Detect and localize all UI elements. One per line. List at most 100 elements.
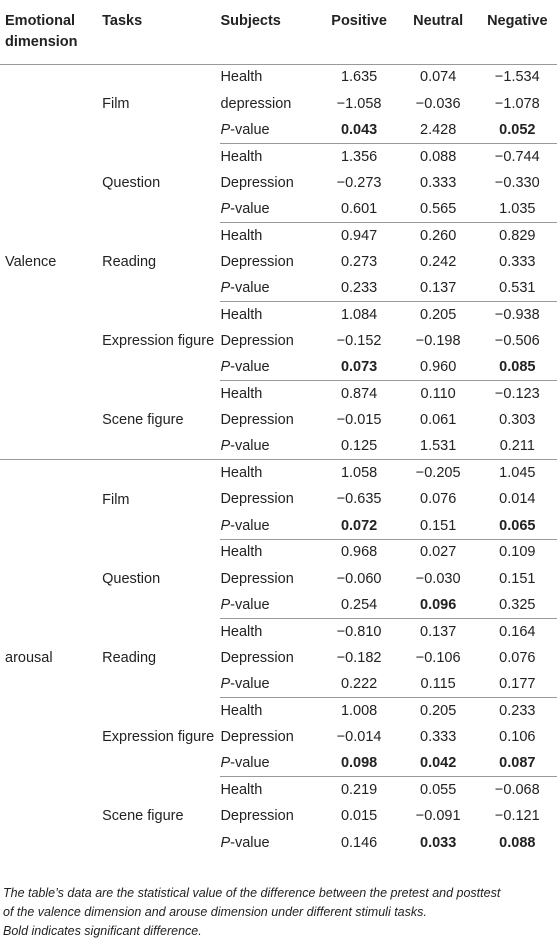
value-cell-pos: −1.058 — [336, 95, 382, 112]
value-cell-neu: 0.205 — [398, 301, 478, 328]
subject-cell: Depression — [220, 174, 294, 191]
table-row: Question Health 1.356 0.088 −0.744 — [0, 142, 557, 191]
subject-cell: Health — [220, 617, 320, 645]
value-cell-neg: 0.233 — [477, 696, 557, 724]
footnote-line: of the valence dimension and arouse dime… — [3, 905, 427, 919]
subject-cell: Health — [220, 63, 320, 91]
subject-cell: P-value — [220, 834, 270, 851]
task-cell: Question — [102, 174, 161, 191]
value-cell-pos: 0.874 — [319, 380, 399, 408]
value-cell-pos: 0.233 — [340, 280, 378, 297]
value-cell-pos: 0.125 — [340, 438, 378, 455]
table-footnote: The table’s data are the statistical val… — [3, 884, 555, 941]
subject-cell: P-value — [220, 596, 270, 613]
subject-cell: Health — [220, 459, 320, 487]
table-row: Scene figure Health 0.874 0.110 −0.123 — [0, 380, 557, 428]
value-cell-neg: 0.087 — [499, 755, 536, 772]
table-row: P-value 0.125 1.531 0.211 — [0, 433, 557, 459]
table-row: P-value 0.254 0.096 0.325 — [0, 592, 557, 618]
task-cell: Question — [102, 570, 161, 587]
header-dimension: Emotional dimension — [5, 13, 78, 50]
value-cell-pos: 1.084 — [319, 301, 399, 328]
value-cell-pos: 1.635 — [319, 63, 399, 91]
dimension-cell: arousal — [0, 459, 103, 856]
value-cell-pos: 0.072 — [340, 517, 378, 534]
table-row: Depression 0.015 −0.091 −0.121 — [0, 803, 557, 829]
subject-cell: Depression — [220, 491, 294, 508]
subject-cell: Depression — [220, 253, 294, 270]
subject-cell: depression — [220, 95, 292, 112]
value-cell-neu: 0.565 — [420, 200, 457, 217]
value-cell-neg: 0.052 — [499, 121, 536, 138]
value-cell-neg: −0.123 — [477, 380, 557, 408]
value-cell-neg: 0.177 — [499, 675, 536, 692]
value-cell-neg: 0.088 — [499, 834, 536, 851]
task-cell: Reading — [102, 253, 157, 270]
table-row: P-value 0.072 0.151 0.065 — [0, 513, 557, 539]
value-cell-neu: 0.074 — [398, 63, 478, 91]
value-cell-pos: 0.222 — [340, 675, 378, 692]
value-cell-neu: 0.137 — [398, 617, 478, 645]
value-cell-neg: −1.534 — [477, 63, 557, 91]
value-cell-neu: 0.076 — [420, 491, 457, 508]
value-cell-neu: 0.088 — [398, 142, 478, 170]
footnote-line: Bold indicates significant difference. — [3, 924, 202, 938]
subject-cell: P-value — [220, 438, 270, 455]
table-row: Depression −0.273 0.333 −0.330 — [0, 170, 557, 196]
table-row: arousal Film Health 1.058 −0.205 1.045 — [0, 459, 557, 856]
value-cell-pos: −0.635 — [336, 491, 382, 508]
value-cell-pos: 0.043 — [340, 121, 378, 138]
value-cell-pos: 0.015 — [340, 808, 378, 825]
value-cell-neg: −1.078 — [494, 95, 540, 112]
header-negative: Negative — [487, 13, 548, 29]
value-cell-pos: 0.273 — [340, 253, 378, 270]
value-cell-neu: 0.042 — [420, 755, 457, 772]
value-cell-neu: 0.260 — [398, 221, 478, 249]
value-cell-neu: 0.110 — [398, 380, 478, 408]
table-row: P-value 0.601 0.565 1.035 — [0, 196, 557, 222]
value-cell-neu: 0.333 — [420, 728, 457, 745]
value-cell-neg: −0.938 — [477, 301, 557, 328]
table-body: Valence Film Health 1.635 0.074 −1.534 depress… — [0, 63, 557, 856]
value-cell-neu: −0.198 — [415, 333, 461, 350]
value-cell-neu: 2.428 — [420, 121, 457, 138]
header-tasks: Tasks — [102, 13, 143, 29]
value-cell-neu: 0.055 — [398, 776, 478, 803]
value-cell-neg: 0.325 — [499, 596, 536, 613]
value-cell-neu: 0.242 — [420, 253, 457, 270]
table-row: Scene figure Health 0.219 0.055 −0.068 — [0, 776, 557, 824]
value-cell-neu: 0.960 — [420, 359, 457, 376]
value-cell-neu: 0.033 — [420, 834, 457, 851]
table-row: Depression 0.273 0.242 0.333 — [0, 249, 557, 275]
subject-cell: Depression — [220, 412, 294, 429]
value-cell-pos: −0.015 — [336, 412, 382, 429]
value-cell-pos: −0.810 — [319, 617, 399, 645]
header-row: Emotional dimension Tasks Subjects Positi… — [0, 0, 557, 64]
value-cell-pos: 0.947 — [319, 221, 399, 249]
value-cell-neu: 0.027 — [398, 538, 478, 566]
table-row: Valence Film Health 1.635 0.074 −1.534 — [0, 63, 557, 460]
value-cell-neu: 0.151 — [420, 517, 457, 534]
subject-cell: Depression — [220, 728, 294, 745]
value-cell-neu: 0.061 — [420, 412, 457, 429]
table-row: depression −1.058 −0.036 −1.078 — [0, 90, 557, 116]
task-cell: Reading — [102, 649, 157, 666]
value-cell-neu: −0.205 — [398, 459, 478, 487]
footnote-line: The table’s data are the statistical val… — [3, 886, 501, 900]
value-cell-pos: 0.219 — [319, 776, 399, 803]
value-cell-neg: 0.333 — [499, 253, 536, 270]
subject-cell: Health — [220, 301, 320, 328]
value-cell-pos: 1.356 — [319, 142, 399, 170]
value-cell-neu: 0.333 — [420, 174, 457, 191]
value-cell-neu: 0.115 — [420, 675, 456, 692]
task-cell: Expression figure — [102, 333, 215, 350]
value-cell-pos: 0.146 — [340, 834, 378, 851]
value-cell-pos: 0.098 — [340, 755, 378, 772]
subject-cell: Depression — [220, 808, 294, 825]
value-cell-pos: 0.601 — [340, 200, 378, 217]
value-cell-neu: 0.137 — [420, 280, 457, 297]
table-row: Reading Health −0.810 0.137 0.164 — [0, 617, 557, 666]
value-cell-neg: −0.744 — [477, 142, 557, 170]
task-cell: Scene figure — [102, 412, 184, 429]
value-cell-neu: −0.091 — [415, 808, 461, 825]
